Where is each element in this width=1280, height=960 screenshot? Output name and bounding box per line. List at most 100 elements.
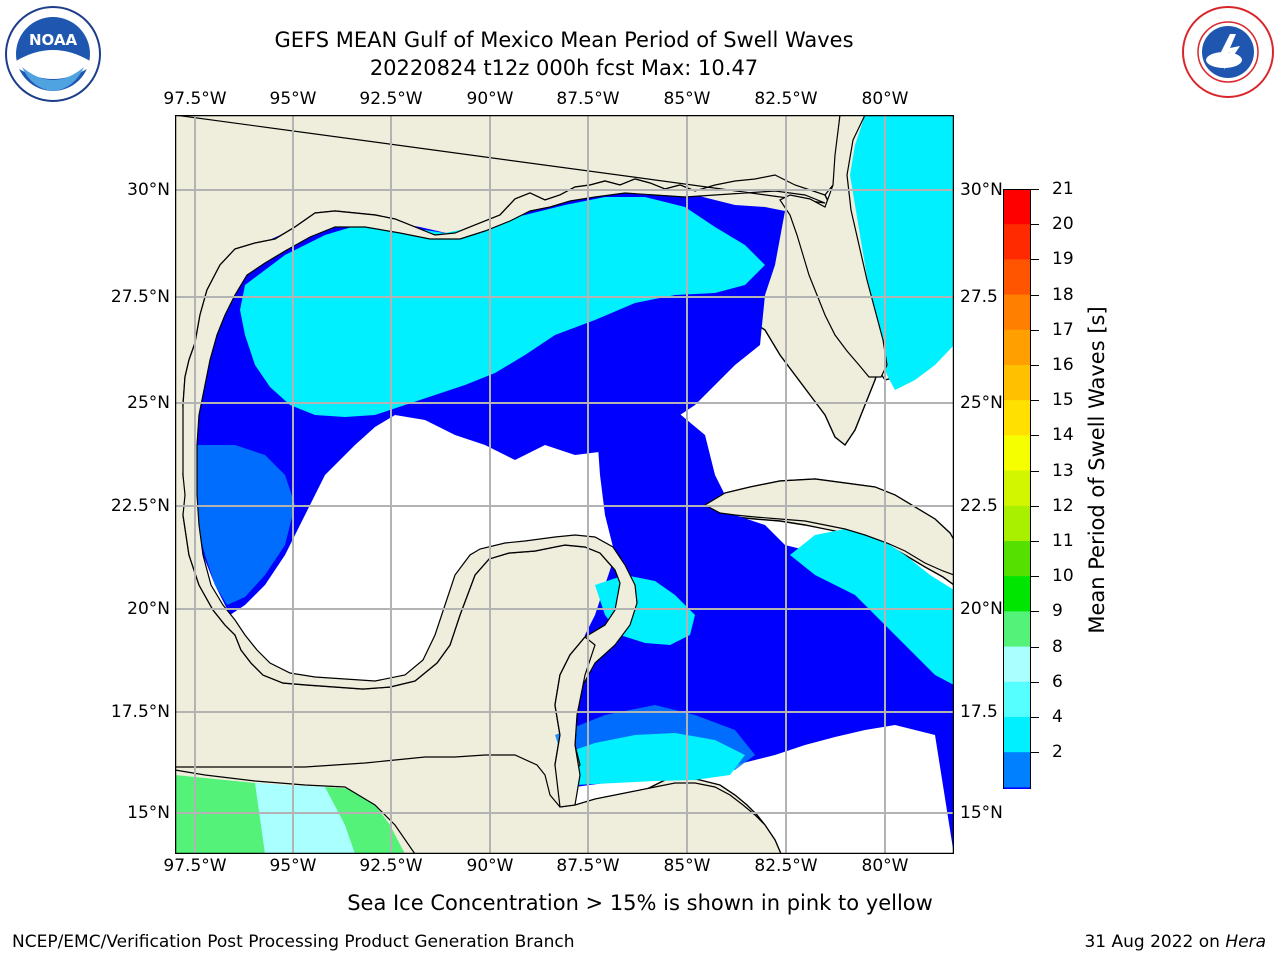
land-overlay-central-america bbox=[175, 754, 782, 854]
colorbar-tick-label: 6 bbox=[1052, 671, 1063, 692]
noaa-logo-text: NOAA bbox=[29, 31, 78, 49]
lon-label-bottom-4: 90°W bbox=[466, 856, 514, 876]
colorbar-tick-label: 19 bbox=[1052, 249, 1074, 270]
colorbar-tick-mark bbox=[1031, 611, 1039, 613]
swell-period-4-6s bbox=[191, 445, 295, 605]
colorbar-tick-mark bbox=[1031, 365, 1039, 366]
colorbar-tick-mark bbox=[1031, 576, 1039, 578]
colorbar-tick-mark bbox=[1031, 189, 1039, 190]
gulf-of-mexico-map bbox=[175, 115, 954, 854]
chart-subtitle: 20220824 t12z 000h fcst Max: 10.47 bbox=[369, 56, 759, 80]
swell-period-cyan-caribbean bbox=[790, 529, 954, 685]
colorbar-tick-mark bbox=[1031, 505, 1039, 507]
colorbar-label: Mean Period of Swell Waves [s] bbox=[1085, 306, 1109, 634]
lon-label-bottom-8: 80°W bbox=[861, 856, 909, 876]
lat-label-right-3: 25°N bbox=[960, 393, 1003, 413]
lon-label-bottom-5: 87.5°W bbox=[556, 856, 620, 876]
land-overlay-north bbox=[175, 115, 841, 776]
colorbar-segment bbox=[1003, 541, 1031, 577]
lon-label-top-5: 87.5°W bbox=[556, 89, 620, 109]
colorbar-tick-mark bbox=[1031, 470, 1039, 472]
lon-label-top-6: 85°W bbox=[663, 89, 711, 109]
colorbar-tick-label: 11 bbox=[1052, 531, 1074, 551]
lat-label-left-5: 20°N bbox=[127, 599, 170, 619]
land-overlay bbox=[175, 115, 954, 854]
colorbar-segment bbox=[1003, 646, 1031, 683]
lon-label-top-7: 82.5°W bbox=[754, 89, 818, 109]
colorbar-segment bbox=[1003, 576, 1031, 612]
graticule bbox=[175, 115, 954, 854]
colorbar-tick-label: 20 bbox=[1052, 214, 1074, 235]
lon-label-bottom-3: 92.5°W bbox=[359, 856, 423, 876]
colorbar-tick-mark bbox=[1031, 541, 1039, 542]
lat-label-left-2: 27.5°N bbox=[110, 287, 170, 307]
swell-period-cyan-north bbox=[240, 197, 765, 417]
colorbar-tick-label: 21 bbox=[1052, 179, 1074, 199]
lat-label-left-3: 25°N bbox=[127, 393, 170, 413]
colorbar-tick-label: 16 bbox=[1052, 355, 1074, 375]
lon-label-bottom-6: 85°W bbox=[663, 856, 711, 876]
swell-period-pacific-green-2 bbox=[325, 787, 405, 854]
colorbar-tick-label: 14 bbox=[1052, 425, 1074, 446]
land-overlay-cuba bbox=[703, 478, 954, 576]
colorbar-tick-label: 18 bbox=[1052, 284, 1074, 305]
lon-label-top-2: 95°W bbox=[269, 89, 317, 109]
colorbar-segment bbox=[1003, 365, 1031, 401]
colorbar-tick-mark bbox=[1031, 717, 1039, 718]
colorbar-frame bbox=[1003, 189, 1031, 789]
sea-ice-note: Sea Ice Concentration > 15% is shown in … bbox=[347, 891, 933, 915]
colorbar-tick-mark bbox=[1031, 259, 1039, 261]
colorbar-tick-label: 4 bbox=[1052, 707, 1063, 727]
colorbar-tick-label: 2 bbox=[1052, 742, 1063, 763]
colorbar-segment bbox=[1003, 717, 1031, 753]
lat-label-left-7: 15°N bbox=[127, 803, 170, 823]
colorbar-tick-mark bbox=[1031, 224, 1039, 226]
footer-date: 31 Aug 2022 on Hera bbox=[1084, 932, 1266, 952]
colorbar-segment bbox=[1003, 752, 1031, 788]
lon-label-bottom-1: 97.5°W bbox=[163, 856, 227, 876]
colorbar-tick-mark bbox=[1031, 752, 1039, 754]
land-overlay-florida bbox=[779, 115, 888, 378]
colorbar-tick-label: 13 bbox=[1052, 460, 1074, 481]
footer-machine: Hera bbox=[1225, 932, 1266, 952]
footer-credit: NCEP/EMC/Verification Post Processing Pr… bbox=[12, 932, 575, 952]
lon-label-top-1: 97.5°W bbox=[163, 89, 227, 109]
colorbar-segment bbox=[1003, 224, 1031, 260]
lon-label-top-3: 92.5°W bbox=[359, 89, 423, 109]
lat-label-right-4: 22.5 bbox=[960, 496, 998, 516]
colorbar-tick-label: 8 bbox=[1052, 636, 1063, 657]
noaa-logo: NOAA bbox=[4, 5, 102, 107]
lon-label-bottom-7: 82.5°W bbox=[754, 856, 818, 876]
colorbar-segment bbox=[1003, 189, 1031, 225]
nws-logo bbox=[1180, 4, 1276, 104]
colorbar-tick-mark bbox=[1031, 646, 1039, 648]
lon-label-top-8: 80°W bbox=[861, 89, 909, 109]
colorbar-segment bbox=[1003, 435, 1031, 472]
lat-label-left-6: 17.5°N bbox=[110, 702, 170, 722]
swell-period-cyan-south bbox=[560, 733, 745, 785]
lat-label-right-7: 15°N bbox=[960, 803, 1003, 823]
colorbar-segment bbox=[1003, 470, 1031, 507]
colorbar-segment bbox=[1003, 294, 1031, 331]
lon-label-bottom-2: 95°W bbox=[269, 856, 317, 876]
colorbar-tick-mark bbox=[1031, 294, 1039, 296]
colorbar-segment bbox=[1003, 259, 1031, 296]
chart-title: GEFS MEAN Gulf of Mexico Mean Period of … bbox=[274, 28, 854, 52]
colorbar-segment bbox=[1003, 505, 1031, 542]
lat-label-left-4: 22.5°N bbox=[110, 496, 170, 516]
colorbar-segment bbox=[1003, 329, 1031, 366]
lat-label-right-5: 20°N bbox=[960, 599, 1003, 619]
colorbar-tick-label: 15 bbox=[1052, 390, 1074, 411]
colorbar-segment bbox=[1003, 611, 1031, 648]
colorbar-tick-label: 12 bbox=[1052, 495, 1074, 516]
colorbar-tick-label: 10 bbox=[1052, 566, 1074, 587]
colorbar-tick-label: 17 bbox=[1052, 319, 1074, 340]
colorbar-tick-mark bbox=[1031, 329, 1039, 331]
swell-period-pacific-lightcyan bbox=[255, 783, 375, 854]
lat-label-right-1: 30°N bbox=[960, 180, 1003, 200]
land-overlay-yucatan-sea-fix bbox=[554, 636, 596, 808]
lat-label-left-1: 30°N bbox=[127, 180, 170, 200]
colorbar bbox=[1003, 189, 1031, 789]
colorbar-tick-mark bbox=[1031, 435, 1039, 437]
lat-label-right-6: 17.5 bbox=[960, 702, 998, 722]
